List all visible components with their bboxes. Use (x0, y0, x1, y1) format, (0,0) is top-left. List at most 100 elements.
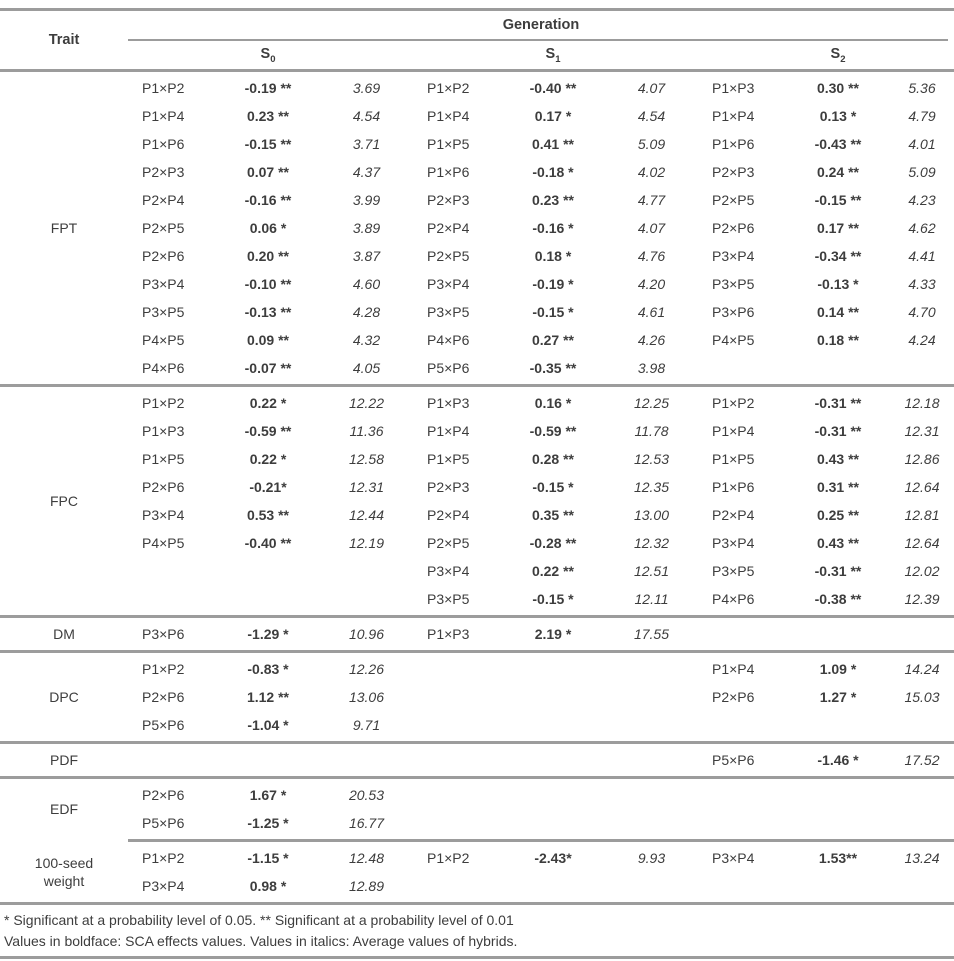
sca-value-cell: 0.22 * (249, 451, 287, 467)
generation-s2-header: S2 (786, 46, 890, 65)
sca-value-cell: -0.35 ** (529, 360, 577, 376)
trait-group-100-seed-weight: 100-seed weight P1×P2 -1.15 * 12.48 P1×P2 -2.… (0, 842, 954, 902)
average-value-cell (320, 557, 413, 585)
average-value-cell: 4.20 (637, 276, 666, 292)
sca-value-cell (501, 746, 605, 774)
average-value-cell (890, 620, 954, 648)
sca-value-cell: 0.14 ** (816, 304, 860, 320)
sca-value-cell: -0.10 ** (244, 276, 292, 292)
average-value-cell (890, 711, 954, 739)
sca-value-cell: 0.31 ** (816, 479, 860, 495)
table-row: P2×P6 1.67 * 20.53 (128, 781, 954, 809)
sca-value-cell: -1.15 * (247, 850, 289, 866)
average-value-cell: 12.32 (633, 535, 670, 551)
cross-cell: P1×P5 (427, 136, 470, 152)
cross-cell: P1×P4 (712, 423, 755, 439)
table-row: P1×P6 -0.15 ** 3.71 P1×P5 0.41 ** 5.09 P1×P6 -0… (128, 130, 954, 158)
average-value-cell: 13.00 (633, 507, 670, 523)
cross-cell: P3×P4 (712, 850, 755, 866)
average-value-cell: 3.98 (637, 360, 666, 376)
cross-cell: P1×P4 (712, 661, 755, 677)
sca-value-cell (786, 711, 890, 739)
average-value-cell: 4.60 (352, 276, 381, 292)
table-header: Trait Generation S0 S1 S2 (0, 11, 954, 69)
cross-cell (413, 711, 501, 739)
cross-cell (698, 809, 786, 837)
cross-cell: P1×P4 (427, 108, 470, 124)
average-value-cell: 12.48 (348, 850, 385, 866)
table-row: P1×P2 0.22 * 12.22 P1×P3 0.16 * 12.25 P1×P2 -0.… (128, 389, 954, 417)
cross-cell: P4×P6 (142, 360, 185, 376)
average-value-cell: 12.31 (348, 479, 385, 495)
average-value-cell: 4.01 (908, 136, 936, 152)
average-value-cell: 4.23 (908, 192, 936, 208)
sca-value-cell: 0.98 * (249, 878, 287, 894)
average-value-cell: 3.99 (352, 192, 381, 208)
average-value-cell: 13.06 (348, 689, 385, 705)
average-value-cell (320, 585, 413, 613)
average-value-cell: 12.64 (904, 479, 940, 495)
table-row: P4×P6 -0.07 ** 4.05 P5×P6 -0.35 ** 3.98 (128, 354, 954, 382)
cross-cell: P3×P4 (142, 878, 185, 894)
average-value-cell (605, 872, 698, 900)
average-value-cell: 12.02 (904, 563, 940, 579)
sca-value-cell (216, 746, 320, 774)
cross-cell: P4×P6 (427, 332, 470, 348)
cross-cell: P3×P5 (712, 276, 755, 292)
sca-value-cell: -0.15 * (532, 591, 574, 607)
table-row: P2×P3 0.07 ** 4.37 P1×P6 -0.18 * 4.02 P2×P3 0.2… (128, 158, 954, 186)
trait-rows: P1×P2 -1.15 * 12.48 P1×P2 -2.43* 9.93 P3×P4 1.5… (128, 842, 954, 902)
sca-value-cell (501, 655, 605, 683)
cross-cell: P5×P6 (142, 815, 185, 831)
cross-cell (128, 746, 216, 774)
cross-cell: P4×P5 (712, 332, 755, 348)
cross-cell: P4×P5 (142, 535, 185, 551)
average-value-cell: 5.09 (637, 136, 666, 152)
sca-value-cell: 0.28 ** (531, 451, 575, 467)
average-value-cell: 4.37 (352, 164, 381, 180)
sca-value-cell: -0.31 ** (814, 395, 862, 411)
generation-header-block: Generation S0 S1 S2 (128, 11, 954, 69)
cross-cell: P2×P6 (142, 689, 185, 705)
average-value-cell: 12.58 (348, 451, 385, 467)
sca-value-cell (786, 354, 890, 382)
cross-cell: P2×P6 (142, 479, 185, 495)
cross-cell: P3×P5 (427, 591, 470, 607)
sca-value-cell: 0.22 ** (531, 563, 575, 579)
average-value-cell: 12.19 (348, 535, 385, 551)
average-value-cell: 12.18 (904, 395, 940, 411)
group-separator-rule (0, 776, 954, 779)
average-value-cell: 3.87 (352, 248, 381, 264)
trait-label: 100-seed weight (34, 855, 94, 889)
average-value-cell: 20.53 (348, 787, 385, 803)
average-value-cell: 12.39 (904, 591, 940, 607)
table-row: P5×P6 -1.46 * 17.52 (128, 746, 954, 774)
average-value-cell: 14.24 (904, 661, 940, 677)
average-value-cell: 4.41 (908, 248, 936, 264)
cross-cell: P1×P6 (712, 479, 755, 495)
average-value-cell: 4.07 (637, 80, 666, 96)
average-value-cell (890, 781, 954, 809)
average-value-cell: 4.02 (637, 164, 666, 180)
sca-value-cell: 0.24 ** (816, 164, 860, 180)
sca-value-cell (786, 620, 890, 648)
cross-cell (413, 809, 501, 837)
average-value-cell: 12.53 (633, 451, 670, 467)
table-row: P3×P5 -0.15 * 12.11 P4×P6 -0.38 ** 12.39 (128, 585, 954, 613)
cross-cell: P3×P4 (712, 535, 755, 551)
sca-value-cell (501, 711, 605, 739)
sca-value-cell: 0.07 ** (246, 164, 290, 180)
sca-value-cell: 0.35 ** (531, 507, 575, 523)
cross-cell: P1×P2 (427, 80, 470, 96)
sca-value-cell: 0.43 ** (816, 451, 860, 467)
sca-value-cell (501, 809, 605, 837)
cross-cell: P1×P3 (142, 423, 185, 439)
cross-cell: P1×P6 (427, 164, 470, 180)
average-value-cell: 17.55 (633, 626, 670, 642)
sca-value-cell: -0.31 ** (814, 423, 862, 439)
trait-label: DM (53, 626, 75, 642)
average-value-cell: 11.36 (349, 423, 384, 439)
sca-value-cell: 0.06 * (249, 220, 287, 236)
average-value-cell: 12.35 (633, 479, 670, 495)
generation-s2-subscript: 2 (840, 53, 846, 65)
